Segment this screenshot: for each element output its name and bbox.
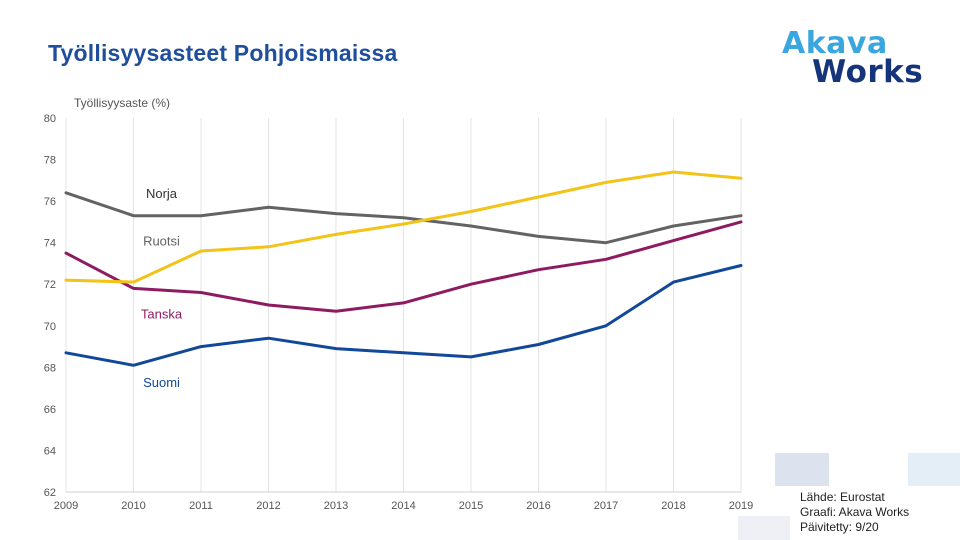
x-tick-label: 2013: [324, 500, 348, 512]
x-tick-label: 2009: [54, 500, 78, 512]
updated-line: Päivitetty: 9/20: [800, 520, 879, 534]
y-tick-label: 70: [44, 321, 56, 333]
series-line-suomi: [64, 264, 743, 367]
page-title: Työllisyysasteet Pohjoismaissa: [48, 40, 398, 66]
decorative-block: [775, 453, 829, 486]
logo-line-1: Akava: [782, 26, 888, 61]
y-tick-label: 66: [44, 404, 56, 416]
x-tick-label: 2015: [459, 500, 483, 512]
x-tick-label: 2014: [391, 500, 415, 512]
x-tick-label: 2011: [189, 500, 213, 512]
akava-works-logo: Akava Works: [782, 26, 924, 90]
source-line: Lähde: Eurostat: [800, 490, 885, 504]
y-tick-label: 78: [44, 155, 56, 167]
series-label-suomi: Suomi: [143, 375, 180, 390]
logo-line-2: Works: [812, 54, 924, 90]
x-tick-label: 2012: [256, 500, 280, 512]
source-note: Lähde: Eurostat Graafi: Akava Works Päiv…: [800, 490, 909, 535]
y-tick-label: 62: [44, 487, 56, 499]
y-axis-title: Työllisyysaste (%): [74, 96, 171, 110]
series-line-ruotsi: [64, 191, 743, 245]
series-label-ruotsi: Ruotsi: [143, 234, 180, 249]
y-tick-label: 76: [44, 196, 56, 208]
x-tick-label: 2017: [594, 500, 618, 512]
decorative-block: [908, 453, 960, 486]
x-tick-label: 2016: [526, 500, 550, 512]
credit-line: Graafi: Akava Works: [800, 505, 910, 519]
x-tick-label: 2019: [729, 500, 753, 512]
y-tick-label: 80: [44, 113, 56, 125]
y-tick-label: 68: [44, 362, 56, 374]
y-tick-label: 72: [44, 279, 56, 291]
series-label-tanska: Tanska: [141, 306, 183, 321]
series-label-norja: Norja: [146, 186, 178, 201]
series-line-tanska: [64, 220, 743, 313]
series-line-norja: [64, 170, 743, 284]
y-tick-label: 74: [44, 238, 56, 250]
x-tick-label: 2010: [121, 500, 145, 512]
x-tick-label: 2018: [661, 500, 685, 512]
decorative-block: [738, 516, 790, 540]
y-tick-label: 64: [44, 445, 56, 457]
